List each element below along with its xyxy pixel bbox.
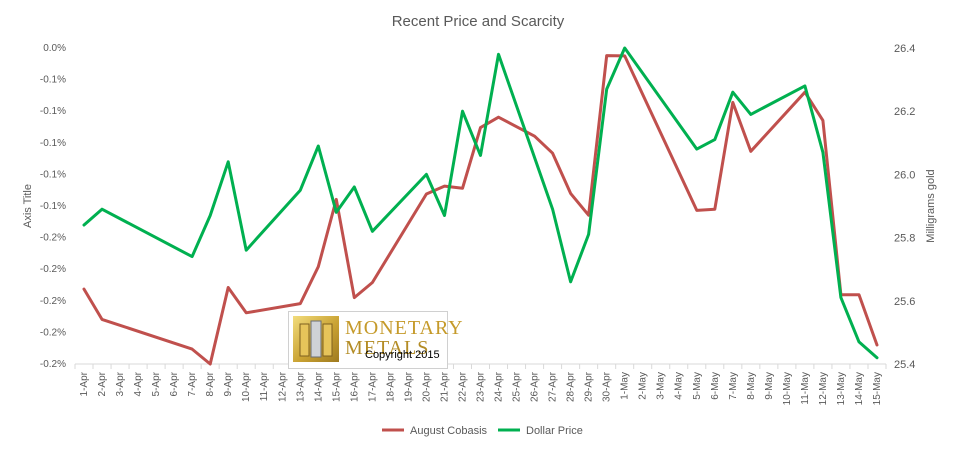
left-y-tick-label: -0.1% — [40, 201, 66, 212]
right-y-tick-label: 25.8 — [894, 233, 915, 245]
x-tick-label: 13-Apr — [295, 371, 306, 402]
brand-name-line1: MONETARY — [345, 317, 464, 339]
x-tick-label: 23-Apr — [476, 371, 487, 402]
x-tick-label: 5-Apr — [151, 371, 162, 396]
x-tick-label: 22-Apr — [457, 371, 468, 402]
copyright-text: Copyright 2015 — [365, 349, 440, 361]
x-tick-label: 26-Apr — [530, 371, 541, 402]
left-y-tick-label: -0.2% — [40, 327, 66, 338]
right-y-tick-label: 26.0 — [894, 169, 915, 181]
x-tick-label: 15-Apr — [331, 371, 342, 402]
x-tick-label: 17-Apr — [367, 371, 378, 402]
x-tick-label: 27-Apr — [548, 371, 559, 402]
x-tick-label: 12-May — [818, 372, 829, 405]
x-tick-label: 3-Apr — [115, 371, 126, 396]
x-tick-label: 10-May — [782, 372, 793, 405]
logo-emblem-icon — [293, 316, 339, 362]
left-y-tick-label: -0.1% — [40, 169, 66, 180]
left-y-tick-label: -0.1% — [40, 106, 66, 117]
series-line-dollar-price — [82, 46, 879, 360]
right-y-tick-label: 25.6 — [894, 296, 915, 308]
chart-title: Recent Price and Scarcity — [392, 13, 565, 30]
x-tick-label: 25-Apr — [512, 371, 523, 402]
x-tick-label: 7-May — [728, 372, 739, 400]
monetary-metals-logo: MONETARY METALS Copyright 2015 — [288, 311, 463, 369]
x-tick-label: 8-May — [746, 372, 757, 400]
x-tick-label: 30-Apr — [602, 371, 613, 402]
x-tick-label: 28-Apr — [566, 371, 577, 402]
x-tick-label: 3-May — [656, 372, 667, 400]
x-tick-label: 16-Apr — [349, 371, 360, 402]
x-tick-label: 2-Apr — [97, 371, 108, 396]
x-tick-label: 1-May — [620, 372, 631, 400]
x-tick-label: 13-May — [836, 372, 847, 405]
left-y-tick-label: -0.1% — [40, 75, 66, 86]
left-y-tick-label: -0.2% — [40, 296, 66, 307]
x-tick-label: 6-May — [710, 372, 721, 400]
x-tick-label: 21-Apr — [439, 371, 450, 402]
left-y-tick-label: -0.2% — [40, 233, 66, 244]
legend-label: Dollar Price — [526, 425, 583, 437]
x-tick-label: 15-May — [872, 372, 883, 405]
x-tick-label: 9-Apr — [223, 371, 234, 396]
x-tick-label: 24-Apr — [494, 371, 505, 402]
right-y-tick-label: 26.4 — [894, 43, 915, 55]
right-y-tick-label: 26.2 — [894, 106, 915, 118]
series-line-august-cobasis — [82, 54, 879, 366]
legend-label: August Cobasis — [410, 425, 488, 437]
left-axis-title: Axis Title — [22, 184, 34, 228]
left-y-tick-label: -0.1% — [40, 138, 66, 149]
x-tick-label: 11-May — [800, 372, 811, 405]
right-axis-title: Milligrams gold — [925, 169, 937, 242]
x-tick-label: 12-Apr — [277, 371, 288, 402]
x-tick-label: 20-Apr — [421, 371, 432, 402]
x-tick-label: 8-Apr — [205, 371, 216, 396]
x-tick-label: 10-Apr — [241, 371, 252, 402]
x-tick-label: 29-Apr — [584, 371, 595, 402]
left-y-tick-label: -0.2% — [40, 264, 66, 275]
x-tick-label: 14-Apr — [313, 371, 324, 402]
right-y-tick-label: 25.4 — [894, 359, 915, 371]
x-tick-label: 14-May — [854, 372, 865, 405]
x-tick-label: 18-Apr — [385, 371, 396, 402]
x-tick-label: 11-Apr — [259, 371, 270, 401]
x-tick-label: 1-Apr — [79, 371, 90, 396]
left-y-tick-label: 0.0% — [43, 43, 66, 54]
x-tick-label: 4-May — [674, 372, 685, 400]
x-tick-label: 19-Apr — [403, 371, 414, 402]
brand-name-line2: METALS — [345, 337, 430, 359]
x-tick-label: 6-Apr — [169, 371, 180, 396]
x-tick-label: 5-May — [692, 372, 703, 400]
x-tick-label: 9-May — [764, 372, 775, 400]
x-tick-label: 7-Apr — [187, 371, 198, 396]
left-y-tick-label: -0.2% — [40, 359, 66, 370]
x-tick-label: 4-Apr — [133, 371, 144, 396]
x-tick-label: 2-May — [638, 372, 649, 400]
